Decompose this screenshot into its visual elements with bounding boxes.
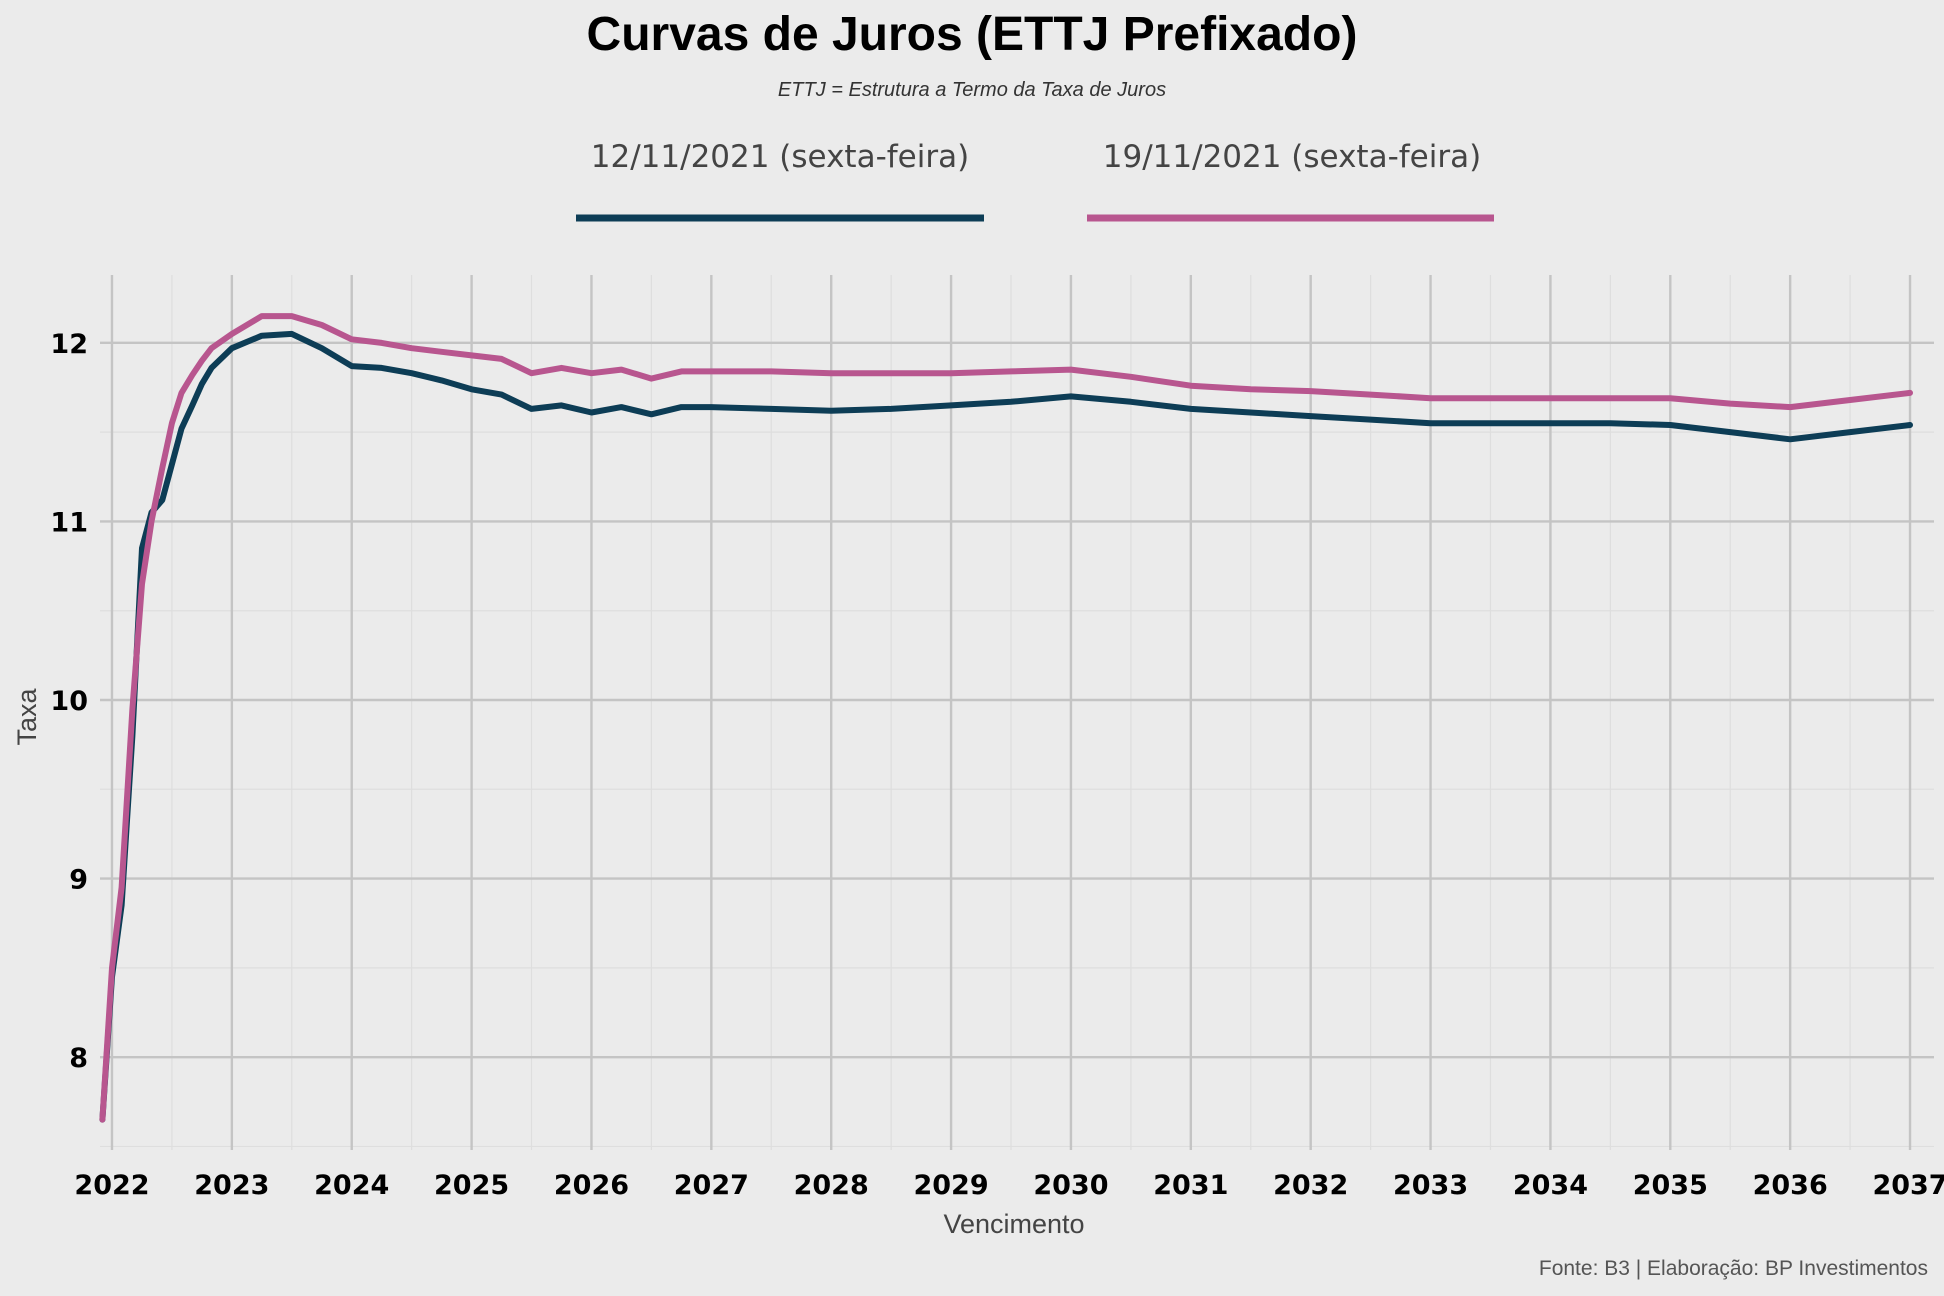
y-tick-label: 10 [50,686,88,717]
x-tick-label: 2024 [314,1170,389,1201]
x-tick-label: 2031 [1153,1170,1228,1201]
caption: Fonte: B3 | Elaboração: BP Investimentos [1539,1257,1928,1280]
major-gridlines [100,275,1934,1150]
x-axis-tick-labels: 2022 2023 2024 2025 2026 2027 2028 2029 2030 2031… [74,1170,1944,1201]
x-tick-label: 2030 [1033,1170,1108,1201]
chart-title: Curvas de Juros (ETTJ Prefixado) [587,8,1358,61]
x-tick-label: 2023 [194,1170,269,1201]
x-tick-label: 2033 [1393,1170,1468,1201]
legend-label-1: 12/11/2021 (sexta-feira) [591,139,969,175]
x-tick-label: 2034 [1513,1170,1588,1201]
x-tick-label: 2035 [1633,1170,1708,1201]
series-line-1 [99,330,1913,1123]
x-tick-label: 2027 [674,1170,749,1201]
x-tick-label: 2022 [74,1170,149,1201]
y-tick-label: 8 [69,1043,88,1074]
chart-subtitle: ETTJ = Estrutura a Termo da Taxa de Juro… [778,79,1166,101]
x-tick-label: 2026 [554,1170,629,1201]
y-tick-label: 12 [50,329,88,360]
x-tick-label: 2037 [1872,1170,1944,1201]
x-tick-label: 2025 [434,1170,509,1201]
x-tick-label: 2032 [1273,1170,1348,1201]
legend: 12/11/2021 (sexta-feira) 19/11/2021 (sext… [576,139,1494,222]
x-tick-label: 2029 [913,1170,988,1201]
x-tick-label: 2028 [794,1170,869,1201]
y-tick-label: 11 [50,507,88,538]
x-axis-title: Vencimento [943,1209,1084,1239]
y-axis-tick-labels: 8 9 10 11 12 [50,329,88,1074]
y-tick-label: 9 [69,865,88,896]
series-lines [99,313,1913,1123]
minor-gridlines [100,275,1934,1150]
legend-label-2: 19/11/2021 (sexta-feira) [1103,139,1481,175]
series-line-2 [99,313,1913,1123]
y-axis-title: Taxa [12,688,42,746]
x-tick-label: 2036 [1753,1170,1828,1201]
